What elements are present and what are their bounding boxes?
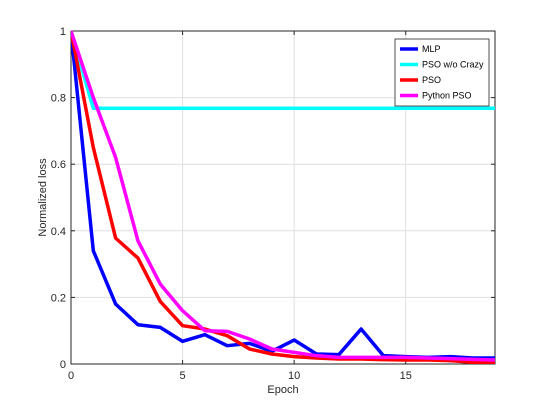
plot-frame	[70, 30, 496, 365]
x-tick-label: 5	[180, 370, 186, 382]
series-line-pso-w-o-crazy	[71, 30, 495, 111]
legend: MLP PSO w/o Crazy PSO Python PSO	[394, 38, 490, 107]
x-tick-label: 15	[400, 370, 412, 382]
x-tick-label: 10	[288, 370, 300, 382]
legend-label: Python PSO	[422, 91, 472, 101]
legend-label: PSO	[422, 75, 441, 85]
y-tick-label: 0.2	[51, 292, 66, 304]
legend-label: MLP	[422, 44, 441, 54]
x-axis-title: Epoch	[267, 384, 298, 396]
series-lines	[71, 30, 495, 364]
y-tick-label: 1	[60, 26, 66, 38]
y-tick-label: 0.8	[51, 93, 66, 105]
series-line-python-pso	[71, 30, 495, 362]
series-line-pso	[71, 30, 495, 364]
y-tick-label: 0	[60, 359, 66, 371]
x-tick-label: 0	[68, 370, 74, 382]
y-axis-title: Normalized loss	[37, 158, 49, 237]
y-tick-label: 0.4	[51, 226, 66, 238]
y-tick-label: 0.6	[51, 159, 66, 171]
legend-label: PSO w/o Crazy	[422, 60, 484, 70]
